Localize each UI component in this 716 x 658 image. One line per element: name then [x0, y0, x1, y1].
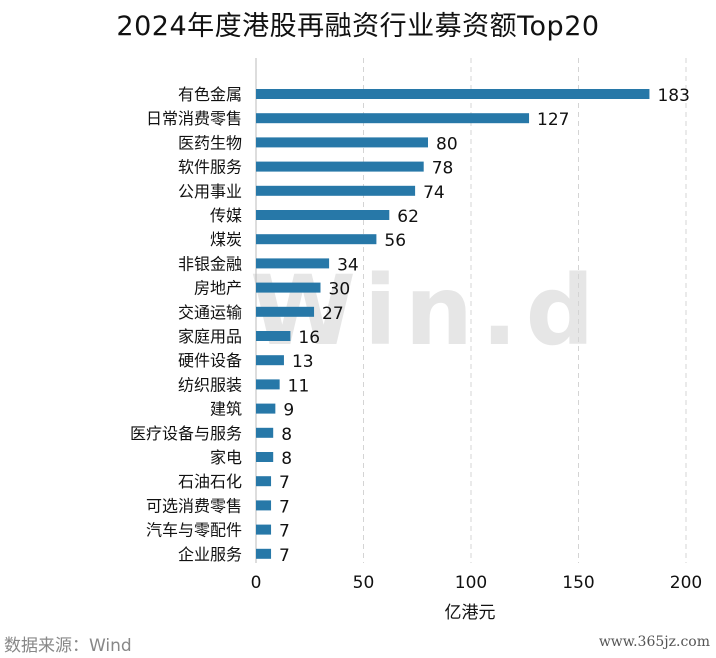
bar-1: [256, 89, 650, 99]
value-label: 30: [329, 280, 351, 300]
category-label: 企业服务: [178, 545, 242, 564]
category-label: 非银金融: [178, 254, 242, 273]
category-label: 日常消费零售: [146, 109, 242, 128]
value-label: 7: [279, 522, 290, 542]
category-label: 石油石化: [178, 472, 242, 491]
value-label: 78: [432, 159, 454, 179]
bar-11: [256, 331, 291, 341]
category-label: 家电: [210, 448, 242, 467]
bar-4: [256, 161, 424, 172]
source-note: 数据来源：Wind: [4, 636, 132, 656]
value-label: 183: [657, 86, 689, 106]
x-tick-label: 100: [455, 573, 487, 593]
value-label: 27: [322, 304, 344, 324]
value-label: 9: [283, 401, 294, 421]
category-label: 建筑: [210, 400, 242, 419]
value-label: 16: [298, 328, 320, 348]
bar-18: [256, 500, 272, 511]
bar-10: [256, 306, 315, 317]
value-label: 13: [292, 352, 314, 372]
bar-12: [256, 355, 284, 366]
category-label: 医药生物: [178, 133, 242, 152]
gridlines: [255, 58, 687, 563]
x-tick-labels: 0 50 100 150 200: [251, 573, 703, 593]
category-labels: 有色金属日常消费零售医药生物软件服务公用事业传媒煤炭非银金融房地产交通运输家庭用…: [130, 85, 242, 564]
x-tick-label: 150: [562, 573, 594, 593]
value-label: 7: [279, 473, 290, 493]
value-label: 80: [436, 134, 458, 154]
category-label: 房地产: [194, 279, 242, 298]
chart-title: 2024年度港股再融资行业募资额Top20: [116, 11, 600, 42]
bar-2: [256, 113, 530, 124]
value-label: 8: [281, 425, 292, 445]
category-label: 软件服务: [178, 158, 242, 177]
bar-8: [256, 258, 330, 269]
x-tick-label: 200: [670, 573, 702, 593]
bar-19: [256, 524, 272, 535]
category-label: 纺织服装: [178, 375, 242, 394]
bar-7: [256, 234, 377, 245]
bar-17: [256, 476, 272, 487]
value-label: 56: [384, 231, 406, 251]
category-label: 煤炭: [210, 230, 242, 249]
category-label: 可选消费零售: [146, 496, 242, 515]
bars: [256, 89, 650, 559]
category-label: 公用事业: [178, 182, 242, 201]
value-label: 7: [279, 497, 290, 517]
category-label: 交通运输: [178, 303, 242, 322]
x-tick-label: 0: [251, 573, 262, 593]
bar-14: [256, 403, 276, 414]
value-label: 7: [279, 546, 290, 566]
bar-3: [256, 137, 428, 148]
value-label: 127: [537, 110, 569, 130]
bar-15: [256, 427, 274, 438]
bar-6: [256, 210, 390, 220]
x-tick-label: 50: [353, 573, 375, 593]
bar-5: [256, 185, 416, 196]
bar-16: [256, 452, 274, 462]
bar-9: [256, 282, 321, 293]
bar-20: [256, 548, 272, 559]
value-label: 11: [288, 376, 310, 396]
value-label: 8: [281, 449, 292, 469]
bar-13: [256, 379, 280, 390]
category-label: 有色金属: [178, 85, 242, 104]
x-axis-label: 亿港元: [444, 603, 496, 623]
category-label: 传媒: [210, 206, 242, 225]
site-watermark: www.365jz.com: [598, 634, 710, 650]
category-label: 家庭用品: [178, 327, 242, 346]
value-label: 74: [423, 183, 445, 203]
category-label: 汽车与零配件: [146, 521, 242, 540]
category-label: 医疗设备与服务: [130, 424, 242, 443]
value-label: 34: [337, 255, 359, 275]
value-label: 62: [397, 207, 419, 227]
category-label: 硬件设备: [178, 351, 242, 370]
